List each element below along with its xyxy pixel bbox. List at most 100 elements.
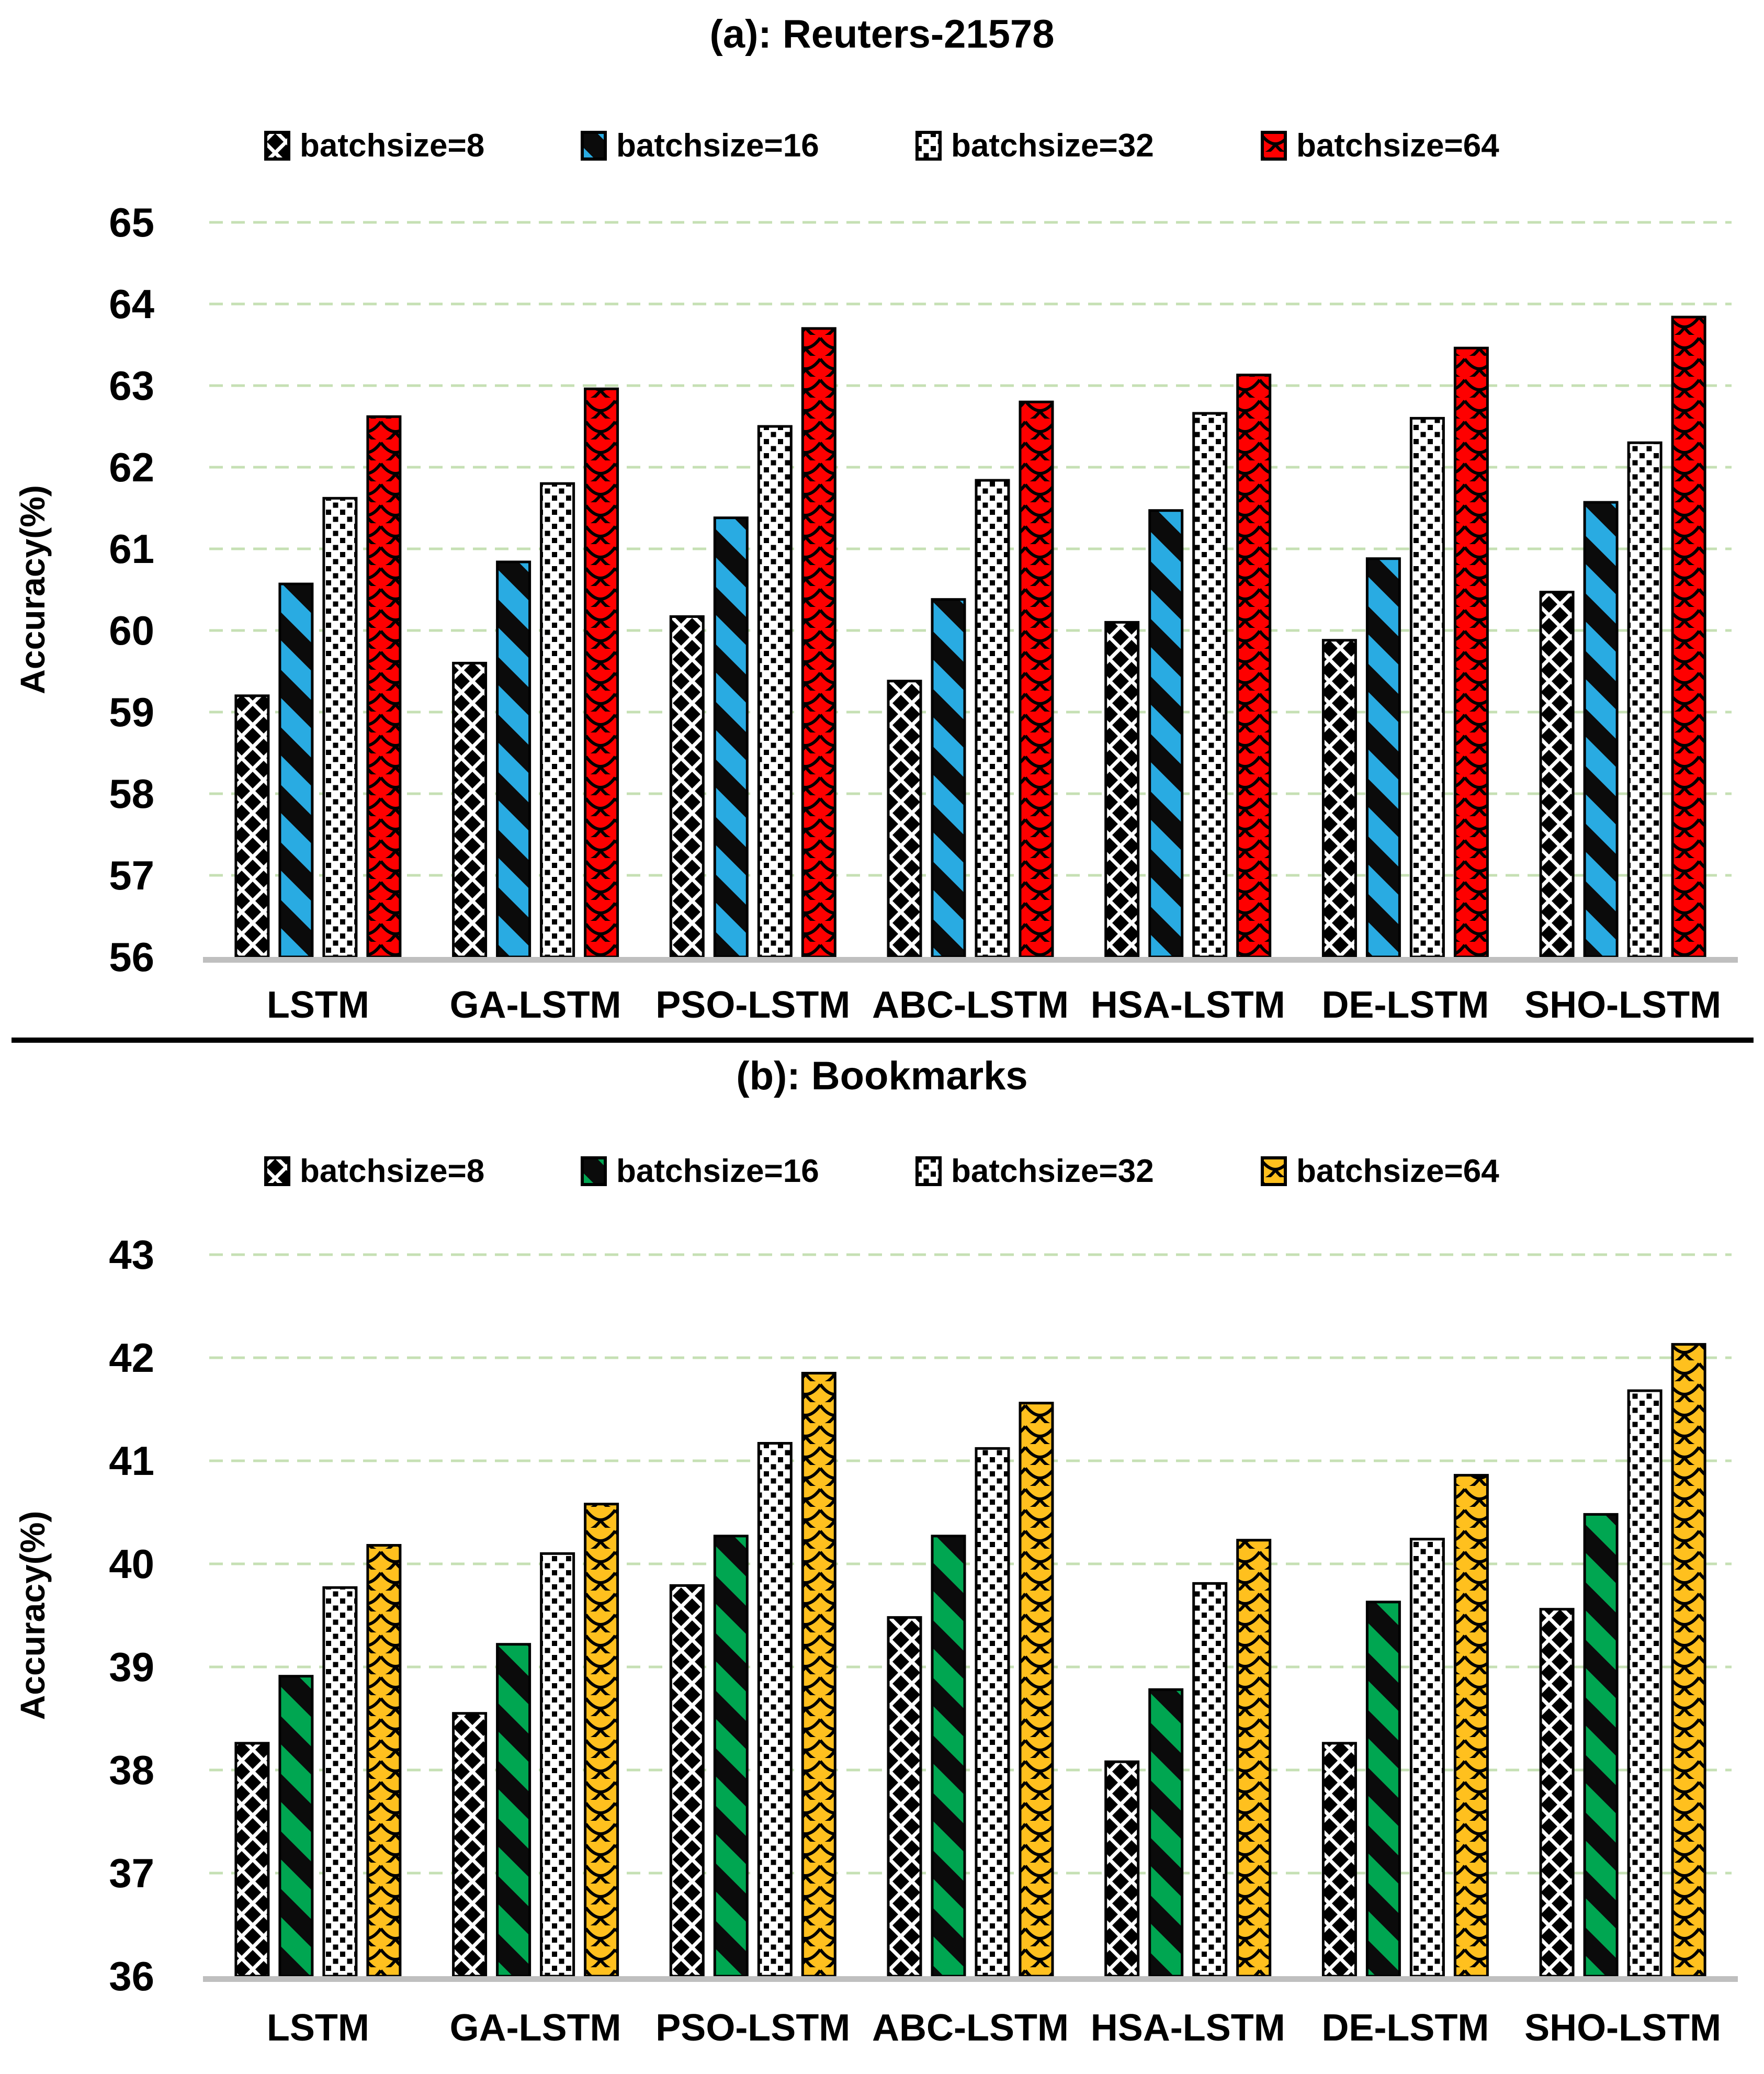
chart-b-plot: 36 37 38 39 40 41 42 43 Accuracy(%) LSTM GA-LSTM PS…: [13, 1232, 1738, 2049]
bar-GA-LSTM-batchsize=8: [452, 661, 488, 959]
legend-swatch-batchsize-32-icon: [915, 1156, 942, 1186]
x-axis-label: ABC-LSTM: [872, 2007, 1069, 2049]
x-axis-label: GA-LSTM: [450, 2007, 621, 2049]
legend-label: batchsize=64: [1296, 128, 1499, 164]
bar-LSTM-batchsize=8: [234, 1742, 270, 1978]
bar-SHO-LSTM-batchsize=16: [1583, 1513, 1619, 1978]
y-tick-label: 40: [109, 1541, 154, 1587]
bar-GA-LSTM-batchsize=64: [584, 387, 619, 959]
legend-item: batchsize=32: [915, 1153, 1154, 1190]
x-axis-label: HSA-LSTM: [1091, 2007, 1285, 2049]
y-tick-label: 38: [109, 1747, 154, 1793]
bar-SHO-LSTM-batchsize=64: [1671, 315, 1706, 959]
y-axis-title: Accuracy(%): [13, 1511, 52, 1720]
legend-swatch-batchsize-16-icon: [581, 131, 607, 161]
y-tick-label: 61: [109, 526, 154, 572]
bar-SHO-LSTM-batchsize=32: [1627, 1389, 1663, 1978]
bar-HSA-LSTM-batchsize=8: [1104, 621, 1140, 959]
chart-a-title: (a): Reuters-21578: [709, 12, 1055, 57]
bar-LSTM-batchsize=32: [322, 497, 358, 959]
legend-label: batchsize=8: [300, 128, 485, 164]
y-tick-label: 59: [109, 689, 154, 735]
legend-label: batchsize=32: [951, 128, 1154, 164]
bar-ABC-LSTM-batchsize=16: [931, 598, 966, 959]
bar-ABC-LSTM-batchsize=64: [1019, 400, 1054, 959]
bar-DE-LSTM-batchsize=8: [1321, 639, 1357, 959]
chart-b-title: (b): Bookmarks: [736, 1054, 1028, 1098]
bar-GA-LSTM-batchsize=8: [452, 1712, 488, 1978]
bar-PSO-LSTM-batchsize=8: [669, 1584, 705, 1978]
legend-item: batchsize=32: [915, 127, 1154, 164]
y-tick-label: 43: [109, 1232, 154, 1278]
bar-HSA-LSTM-batchsize=32: [1192, 412, 1228, 959]
y-tick-label: 64: [109, 281, 154, 327]
bar-DE-LSTM-batchsize=64: [1453, 346, 1489, 959]
bar-SHO-LSTM-batchsize=64: [1671, 1343, 1706, 1978]
bar-GA-LSTM-batchsize=32: [540, 482, 575, 959]
section-divider: [12, 1038, 1754, 1043]
y-tick-label: 60: [109, 607, 154, 653]
x-axis-label: LSTM: [267, 2007, 369, 2049]
bar-PSO-LSTM-batchsize=64: [801, 327, 836, 959]
bar-GA-LSTM-batchsize=16: [496, 1643, 532, 1978]
bar-GA-LSTM-batchsize=64: [584, 1503, 619, 1978]
bar-ABC-LSTM-batchsize=32: [975, 479, 1010, 959]
x-axis-label: SHO-LSTM: [1524, 2007, 1721, 2049]
y-tick-label: 58: [109, 771, 154, 817]
bar-LSTM-batchsize=64: [366, 1544, 402, 1978]
bar-LSTM-batchsize=16: [278, 1675, 314, 1978]
bar-SHO-LSTM-batchsize=8: [1539, 1608, 1575, 1978]
y-tick-label: 65: [109, 199, 154, 245]
y-tick-label: 41: [109, 1438, 154, 1484]
x-axis-label: ABC-LSTM: [872, 984, 1069, 1026]
bar-PSO-LSTM-batchsize=32: [757, 425, 793, 959]
x-axis-label: PSO-LSTM: [655, 984, 850, 1026]
legend-label: batchsize=32: [951, 1153, 1154, 1189]
bar-ABC-LSTM-batchsize=8: [887, 1616, 922, 1978]
bar-PSO-LSTM-batchsize=8: [669, 615, 705, 959]
bar-PSO-LSTM-batchsize=16: [713, 1535, 749, 1978]
y-tick-label: 36: [109, 1953, 154, 1999]
y-tick-label: 63: [109, 363, 154, 409]
x-axis-label: GA-LSTM: [450, 984, 621, 1026]
x-axis-label: PSO-LSTM: [655, 2007, 850, 2049]
bar-DE-LSTM-batchsize=16: [1365, 1600, 1401, 1978]
bar-SHO-LSTM-batchsize=8: [1539, 591, 1575, 959]
bar-PSO-LSTM-batchsize=16: [713, 516, 749, 959]
bar-DE-LSTM-batchsize=32: [1409, 416, 1445, 959]
legend-item: batchsize=64: [1261, 1153, 1499, 1190]
bar-DE-LSTM-batchsize=16: [1365, 557, 1401, 959]
bar-GA-LSTM-batchsize=32: [540, 1552, 575, 1978]
bar-HSA-LSTM-batchsize=64: [1236, 374, 1272, 959]
bar-GA-LSTM-batchsize=16: [496, 560, 532, 959]
bar-ABC-LSTM-batchsize=8: [887, 680, 922, 959]
bar-LSTM-batchsize=32: [322, 1586, 358, 1978]
y-tick-label: 62: [109, 444, 154, 490]
legend-item: batchsize=64: [1261, 127, 1499, 164]
legend-swatch-batchsize-64-icon: [1261, 131, 1287, 161]
chart-a-legend: batchsize=8 batchsize=16 batchsize=32 ba…: [0, 127, 1764, 164]
chart-b-legend: batchsize=8 batchsize=16 batchsize=32 ba…: [0, 1153, 1764, 1189]
bar-ABC-LSTM-batchsize=32: [975, 1447, 1010, 1978]
bar-ABC-LSTM-batchsize=16: [931, 1535, 966, 1978]
bar-SHO-LSTM-batchsize=16: [1583, 501, 1619, 959]
legend-item: batchsize=8: [264, 127, 484, 164]
y-tick-label: 39: [109, 1644, 154, 1690]
x-axis-label: DE-LSTM: [1321, 984, 1489, 1026]
bar-HSA-LSTM-batchsize=8: [1104, 1760, 1140, 1978]
legend-label: batchsize=64: [1296, 1153, 1499, 1189]
legend-swatch-batchsize-8-icon: [264, 1156, 290, 1186]
legend-label: batchsize=16: [616, 128, 819, 164]
bar-HSA-LSTM-batchsize=64: [1236, 1539, 1272, 1978]
y-tick-label: 57: [109, 852, 154, 898]
legend-swatch-batchsize-32-icon: [915, 131, 942, 161]
bar-HSA-LSTM-batchsize=32: [1192, 1582, 1228, 1978]
x-axis-label: HSA-LSTM: [1091, 984, 1285, 1026]
x-axis-line: [203, 957, 1738, 963]
y-tick-label: 56: [109, 934, 154, 980]
y-tick-label: 42: [109, 1335, 154, 1381]
bar-PSO-LSTM-batchsize=64: [801, 1372, 836, 1978]
legend-item: batchsize=8: [264, 1153, 484, 1190]
chart-a-plot: 56 57 58 59 60 61 62 63 64 65 Accuracy(%) LSTM GA-LS…: [12, 199, 1754, 1043]
legend-item: batchsize=16: [581, 127, 819, 164]
